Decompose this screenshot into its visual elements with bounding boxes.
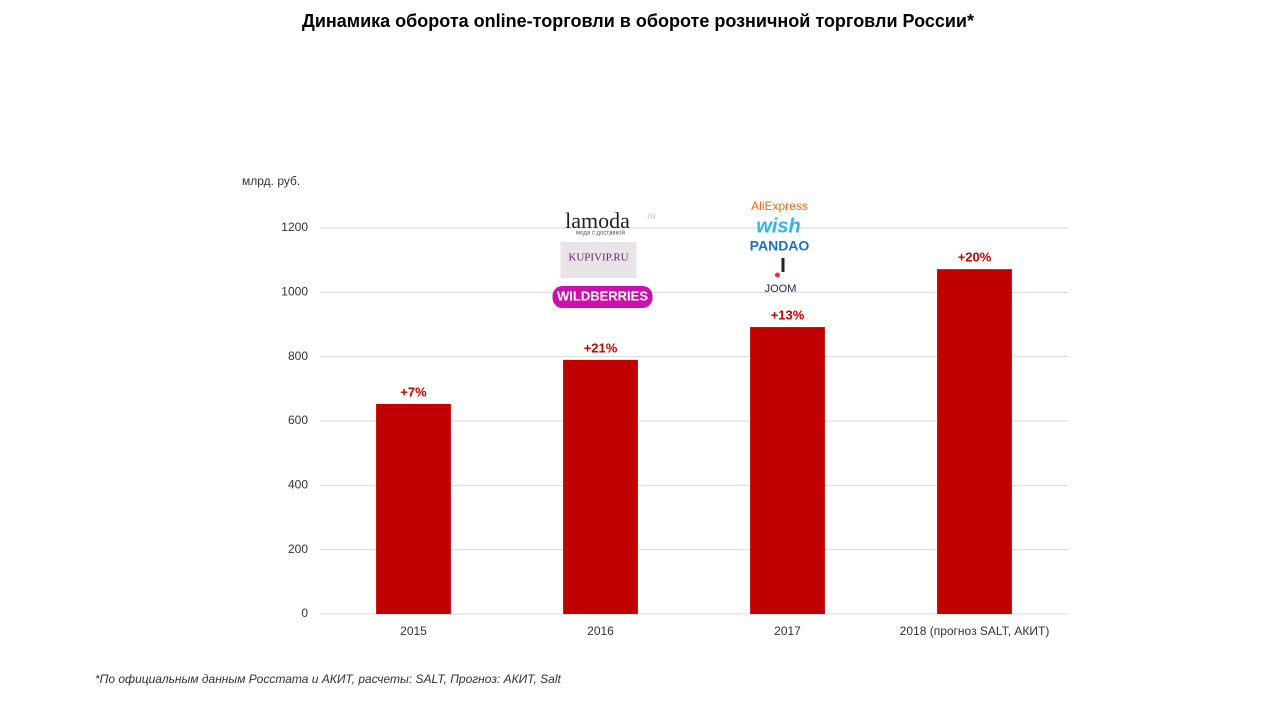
x-tick-label: 2015 [400, 624, 427, 638]
y-tick-label: 400 [288, 478, 308, 492]
growth-label: +13% [771, 308, 805, 323]
logo: .ru [645, 210, 656, 220]
chart-title: Динамика оборота online-торговли в оборо… [302, 11, 974, 31]
bar [376, 403, 451, 614]
logo-icon [775, 272, 780, 278]
x-tick-label: 2018 (прогноз SALT, АКИТ) [900, 624, 1050, 638]
logo: AliExpress [751, 199, 808, 213]
y-tick-label: 200 [288, 542, 308, 556]
logo: JOOM [765, 283, 797, 295]
logo-box [552, 286, 653, 308]
bar [563, 359, 638, 614]
bar [937, 269, 1012, 614]
logo-box [560, 242, 637, 278]
growth-label: +7% [400, 384, 427, 399]
logo-icon [781, 258, 785, 272]
logo: мода с доставкой [576, 230, 625, 237]
y-tick-label: 0 [301, 606, 308, 620]
y-tick-label: 800 [288, 349, 308, 363]
growth-label: +21% [584, 340, 618, 355]
y-tick-label: 600 [288, 413, 308, 427]
bar [750, 327, 825, 614]
x-tick-label: 2017 [774, 624, 801, 638]
logo: lamoda [565, 208, 630, 233]
logo: KUPIVIP.RU [568, 252, 628, 264]
y-tick-label: 1000 [281, 285, 308, 299]
y-tick-label: 1200 [281, 220, 308, 234]
footnote: *По официальным данным Росстата и АКИТ, … [95, 672, 562, 686]
growth-label: +20% [958, 250, 992, 265]
x-tick-label: 2016 [587, 624, 614, 638]
y-axis-label: млрд. руб. [242, 174, 300, 188]
logo: wish [756, 215, 800, 237]
logo: WILDBERRIES [557, 288, 648, 303]
logo: PANDAO [750, 238, 810, 254]
